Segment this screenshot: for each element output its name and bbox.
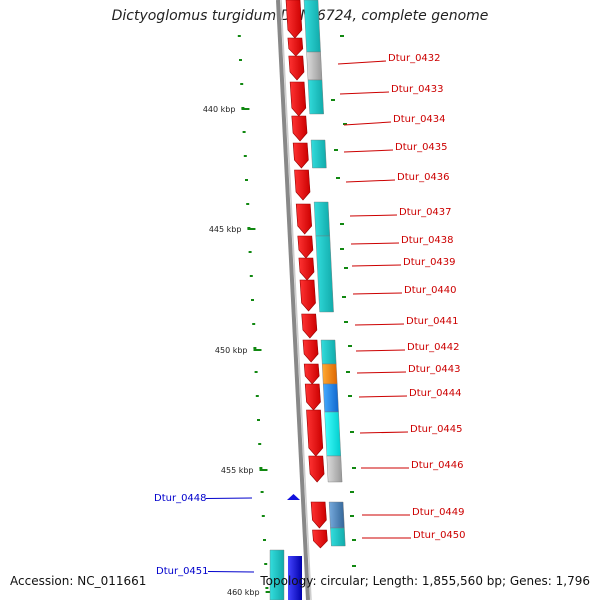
gene-leader-line bbox=[349, 214, 398, 217]
gene-label: Dtur_0450 bbox=[413, 530, 466, 541]
gene-block bbox=[320, 339, 337, 365]
gene-forward-arrow bbox=[306, 409, 324, 457]
gene-forward-arrow bbox=[288, 55, 305, 81]
gene-block bbox=[324, 411, 342, 457]
gene-label: Dtur_0432 bbox=[388, 53, 441, 64]
backbone-line bbox=[276, 0, 310, 600]
gene-leader-line bbox=[354, 323, 405, 326]
gene-leader-line bbox=[343, 121, 392, 126]
rna-gene-block bbox=[288, 548, 302, 600]
gene-leader-line bbox=[351, 264, 402, 267]
gene-label: Dtur_0441 bbox=[406, 316, 459, 327]
gene-block bbox=[330, 527, 346, 547]
gene-forward-arrow bbox=[295, 203, 313, 235]
gene-block bbox=[310, 139, 327, 169]
scale-label: 445 kbp bbox=[209, 225, 242, 234]
gene-label: Dtur_0448 bbox=[154, 493, 207, 504]
gene-block bbox=[326, 455, 343, 483]
gene-label: Dtur_0433 bbox=[391, 84, 444, 95]
gene-forward-arrow bbox=[312, 529, 328, 549]
gene-label: Dtur_0434 bbox=[393, 114, 446, 125]
scale-label: 450 kbp bbox=[215, 346, 248, 355]
gene-forward-arrow bbox=[289, 81, 307, 117]
gene-forward-arrow bbox=[303, 363, 320, 385]
gene-leader-line bbox=[359, 431, 409, 434]
gene-block bbox=[315, 235, 334, 313]
scale-label: 440 kbp bbox=[203, 105, 236, 114]
gene-block bbox=[313, 201, 331, 237]
gene-block bbox=[307, 79, 324, 115]
gene-label: Dtur_0436 bbox=[397, 172, 450, 183]
gene-leader-line bbox=[345, 179, 396, 183]
gene-leader-line bbox=[207, 571, 255, 573]
gene-leader-line bbox=[358, 395, 408, 398]
gene-label: Dtur_0445 bbox=[410, 424, 463, 435]
gene-label: Dtur_0437 bbox=[399, 207, 452, 218]
gene-forward-arrow bbox=[294, 169, 311, 201]
gene-leader-line bbox=[355, 349, 406, 352]
gene-block bbox=[303, 0, 321, 53]
gene-leader-line bbox=[350, 242, 400, 245]
gene-leader-line bbox=[352, 292, 403, 295]
gene-forward-arrow bbox=[308, 455, 325, 483]
gene-leader-line bbox=[337, 60, 387, 65]
gene-label: Dtur_0442 bbox=[407, 342, 460, 353]
gene-block bbox=[269, 549, 285, 600]
gene-block bbox=[321, 363, 338, 385]
gene-label: Dtur_0449 bbox=[412, 507, 465, 518]
gene-forward-arrow bbox=[304, 383, 321, 411]
gene-forward-arrow bbox=[287, 37, 304, 57]
gene-block bbox=[322, 383, 339, 413]
gene-forward-arrow bbox=[292, 142, 309, 169]
gene-forward-arrow bbox=[298, 257, 315, 281]
gene-label: Dtur_0435 bbox=[395, 142, 448, 153]
gene-label: Dtur_0446 bbox=[411, 460, 464, 471]
gene-leader-line bbox=[339, 91, 390, 95]
gene-forward-arrow bbox=[297, 235, 314, 259]
gene-forward-arrow bbox=[302, 339, 319, 363]
gene-forward-arrow bbox=[299, 279, 316, 312]
scale-label: 460 kbp bbox=[227, 588, 260, 597]
accession-text: Accession: NC_011661 bbox=[10, 574, 147, 588]
gene-leader-line bbox=[205, 497, 253, 499]
gene-label: Dtur_0443 bbox=[408, 364, 461, 375]
gene-label: Dtur_0438 bbox=[401, 235, 454, 246]
scale-label: 455 kbp bbox=[221, 466, 254, 475]
gene-forward-arrow bbox=[285, 0, 303, 39]
gene-label: Dtur_0439 bbox=[403, 257, 456, 268]
backbone-shadow-line bbox=[280, 0, 312, 600]
gene-block bbox=[328, 501, 345, 529]
gene-leader-line bbox=[343, 149, 394, 153]
gene-leader-line bbox=[356, 371, 407, 374]
gene-forward-arrow bbox=[310, 501, 327, 529]
rna-marker-arrow bbox=[287, 494, 300, 500]
gene-forward-arrow bbox=[301, 313, 318, 339]
gene-label: Dtur_0451 bbox=[156, 566, 209, 577]
gene-forward-arrow bbox=[291, 115, 308, 142]
genome-summary-text: Topology: circular; Length: 1,855,560 bp… bbox=[260, 574, 590, 588]
gene-block bbox=[306, 51, 323, 81]
gene-label: Dtur_0440 bbox=[404, 285, 457, 296]
gene-label: Dtur_0444 bbox=[409, 388, 462, 399]
